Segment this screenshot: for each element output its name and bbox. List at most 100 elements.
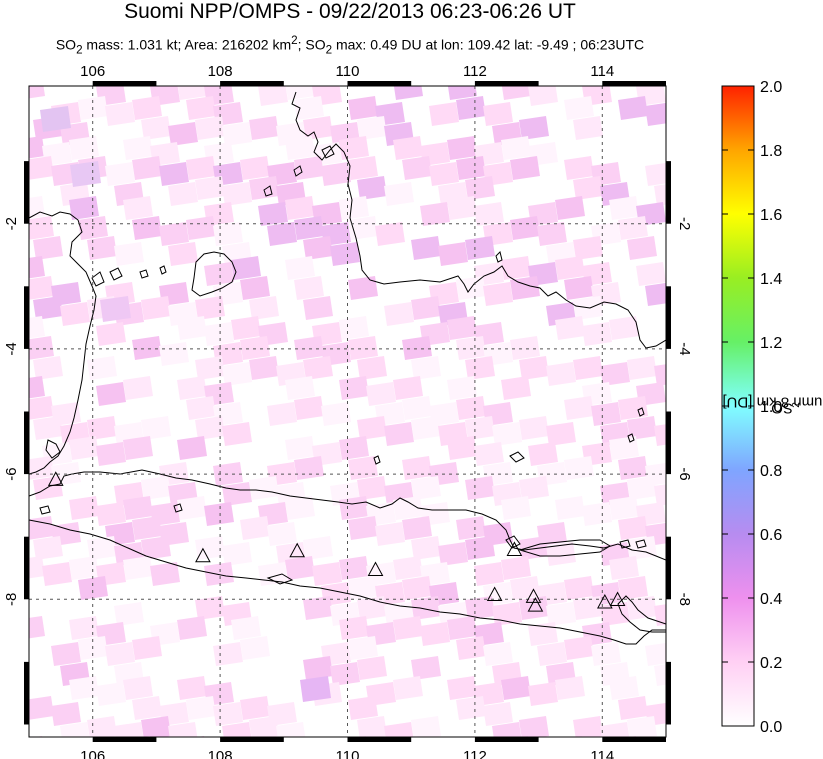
so2-pixel [636, 742, 666, 759]
frame-tick-left [24, 661, 29, 725]
so2-pixel [438, 542, 468, 566]
so2-pixel [456, 156, 486, 180]
so2-pixel [231, 256, 261, 280]
so2-pixel [33, 236, 63, 260]
so2-pixel [483, 642, 513, 666]
so2-pixel [465, 176, 495, 200]
colorbar-tick-label: 0.8 [760, 463, 782, 480]
so2-pixel [29, 216, 54, 240]
so2-pixel [69, 556, 99, 580]
so2-pixel [528, 442, 558, 466]
so2-pixel [375, 522, 405, 546]
so2-pixel [645, 282, 666, 306]
so2-pixel [60, 302, 90, 326]
so2-pixel [195, 176, 225, 200]
so2-pixel [222, 482, 252, 506]
triangle-icon [486, 586, 503, 602]
so2-pixel [465, 536, 495, 560]
lon-label-top: 110 [336, 63, 360, 80]
so2-pixel [357, 416, 387, 440]
so2-pixel [33, 416, 63, 440]
colorbar-tick-label: 2.0 [760, 79, 782, 96]
so2-pixel [483, 702, 513, 726]
so2-pixel [204, 562, 234, 586]
so2-pixel [456, 696, 486, 720]
so2-pixel [384, 182, 414, 206]
so2-pixel [29, 86, 45, 99]
so2-pixel [141, 296, 171, 320]
so2-pixel [609, 316, 639, 340]
lon-label-top: 112 [463, 63, 487, 80]
lat-label-right: -4 [676, 342, 693, 355]
so2-pixel [222, 182, 252, 206]
so2-pixel [42, 562, 72, 586]
so2-pixel [564, 456, 594, 480]
so2-pixel [537, 642, 567, 666]
so2-pixel [519, 536, 549, 560]
so2-pixel [501, 376, 531, 400]
so2-pixel [105, 102, 135, 126]
so2-pixel [618, 216, 648, 240]
so2-pixel [627, 476, 657, 500]
triangle-icon [527, 597, 544, 612]
so2-pixel [591, 402, 621, 426]
so2-pixel [29, 196, 45, 219]
so2-pixel [123, 376, 153, 400]
so2-pixel [411, 596, 441, 620]
so2-pixel [197, 736, 205, 737]
java-south-coastline [29, 519, 666, 645]
so2-pixel [393, 676, 423, 700]
so2-pixel [40, 106, 71, 132]
so2-pixel [105, 642, 135, 666]
so2-pixel [357, 176, 387, 200]
lat-label-left: -6 [3, 467, 20, 480]
so2-pixel [456, 636, 486, 660]
so2-pixel [29, 516, 54, 540]
so2-pixel [141, 116, 171, 140]
so2-pixel [627, 356, 657, 380]
so2-pixel [600, 722, 630, 737]
colorbar-tick-label: 1.4 [760, 271, 782, 288]
so2-pixel [528, 622, 558, 646]
so2-pixel [492, 422, 522, 446]
lon-label-top: 114 [590, 63, 614, 80]
so2-pixel [276, 722, 306, 737]
graticule [29, 86, 666, 737]
axis-labels: 106 106 108 108 110 110 112 112 114 114 -2 -2 -4 -4 -6… [3, 63, 693, 759]
colorbar-tick-label: 0.4 [760, 591, 782, 608]
lon-label-bottom: 114 [590, 748, 614, 759]
lat-label-right: -6 [676, 467, 693, 480]
so2-pixel [438, 242, 468, 266]
so2-pixel [447, 86, 477, 100]
so2-pixel [69, 436, 99, 460]
lat-label-left: -4 [3, 342, 20, 355]
so2-pixel [294, 336, 324, 360]
so2-pixel [87, 416, 117, 440]
so2-pixel [204, 322, 234, 346]
so2-pixel [654, 184, 666, 206]
so2-pixel [204, 262, 234, 286]
so2-pixel [339, 196, 369, 220]
so2-pixel [87, 356, 117, 380]
so2-pixel [159, 222, 189, 246]
so2-pixel [348, 696, 378, 720]
so2-pixel [546, 362, 576, 386]
so2-pixel [636, 262, 666, 286]
volcano-markers [47, 471, 626, 612]
so2-pixel [447, 676, 477, 700]
so2-pixel [303, 116, 333, 140]
so2-pixel [29, 136, 45, 159]
so2-pixel [285, 496, 315, 520]
so2-pixel [564, 576, 594, 600]
so2-pixel [555, 676, 585, 700]
so2-pixel [348, 456, 378, 480]
so2-pixel [29, 456, 54, 480]
frame-tick-top [602, 81, 666, 86]
so2-pixel [60, 722, 90, 737]
so2-pixel [348, 576, 378, 600]
so2-pixel [186, 216, 216, 240]
so2-pixel [177, 86, 207, 100]
so2-pixel [600, 362, 630, 386]
so2-pixel [213, 222, 243, 246]
so2-pixel [294, 276, 324, 300]
